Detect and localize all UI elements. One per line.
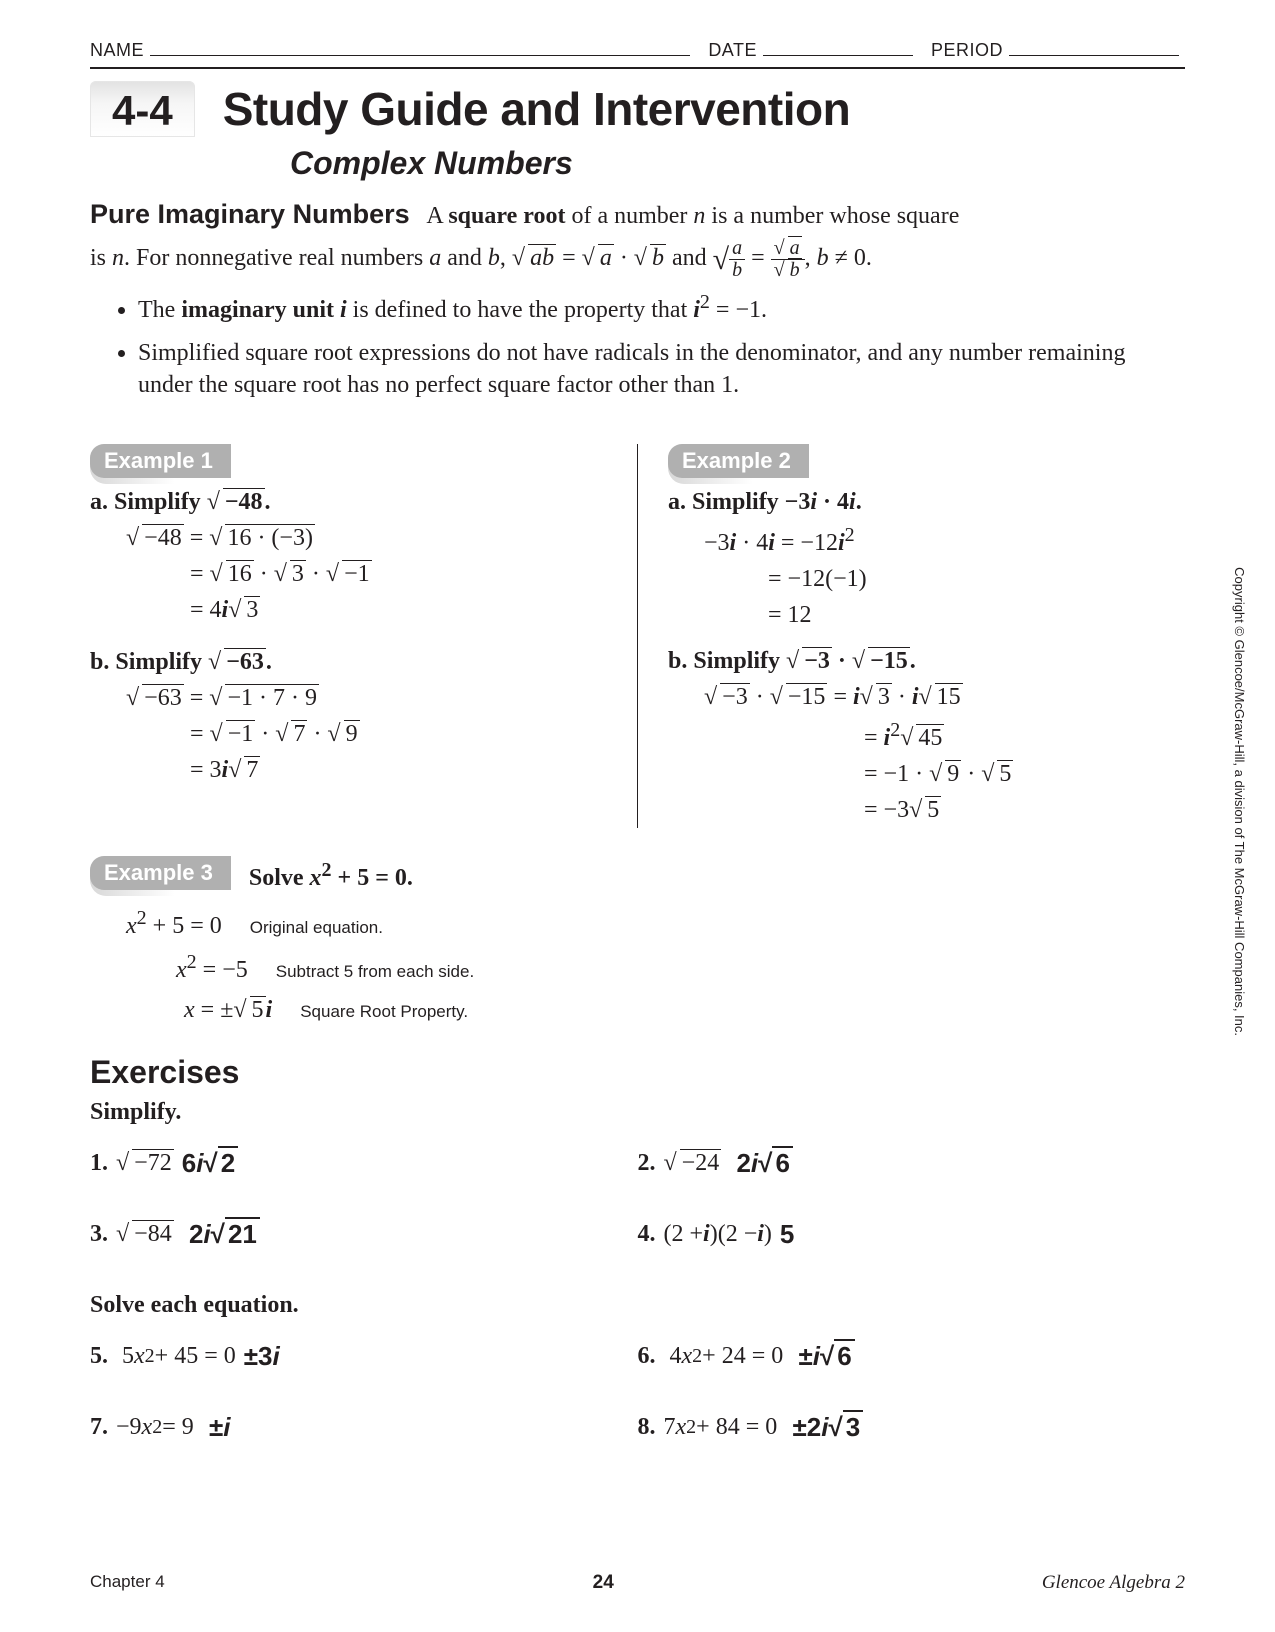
bullet-list: The imaginary unit i is defined to have … bbox=[90, 289, 1185, 401]
bullet-2: Simplified square root expressions do no… bbox=[138, 337, 1185, 402]
subtitle: Complex Numbers bbox=[290, 145, 1185, 182]
examples-row: Example 1 a. Simplify √−48. √−48 = √16 ·… bbox=[90, 444, 1185, 828]
intro-body: Pure Imaginary Numbers A square root of … bbox=[90, 196, 1185, 402]
ex3-steps: x2 + 5 = 0Original equation. x2 = −5Subt… bbox=[126, 902, 1185, 1031]
name-line bbox=[150, 55, 690, 56]
date-line bbox=[763, 55, 913, 56]
problem-8: 8. 7x2 + 84 = 0 ±2i√3 bbox=[638, 1412, 1186, 1443]
example-2-col: Example 2 a. Simplify −3i · 4i. −3i · 4i… bbox=[637, 444, 1185, 828]
problem-3: 3. √−84 2i√21 bbox=[90, 1219, 638, 1250]
ex2b: b. Simplify √−3 · √−15. √−3 · √−15 = i√3… bbox=[668, 643, 1185, 828]
step-1: x2 + 5 = 0Original equation. bbox=[126, 902, 1185, 947]
step-3: x = ±√5iSquare Root Property. bbox=[126, 991, 1185, 1031]
name-label: NAME bbox=[90, 40, 144, 61]
example-1-col: Example 1 a. Simplify √−48. √−48 = √16 ·… bbox=[90, 444, 637, 828]
date-label: DATE bbox=[708, 40, 757, 61]
copyright-text: Copyright © Glencoe/McGraw-Hill, a divis… bbox=[1232, 567, 1247, 1036]
simplify-head: Simplify. bbox=[90, 1099, 1185, 1126]
lesson-badge: 4-4 bbox=[90, 81, 195, 137]
section-head: Pure Imaginary Numbers bbox=[90, 199, 410, 229]
period-line bbox=[1009, 55, 1179, 56]
intro-line-2: is n. For nonnegative real numbers a and… bbox=[90, 238, 1185, 281]
header-row: NAME DATE PERIOD bbox=[90, 40, 1185, 61]
ex2a: a. Simplify −3i · 4i. −3i · 4i = −12i2 =… bbox=[668, 484, 1185, 633]
problem-4: 4. (2 + i)(2 − i) 5 bbox=[638, 1219, 1186, 1250]
title-row: 4-4 Study Guide and Intervention bbox=[90, 81, 1185, 137]
step-2: x2 = −5Subtract 5 from each side. bbox=[126, 946, 1185, 991]
ex3-caption: Solve x2 + 5 = 0. bbox=[249, 859, 413, 892]
ex1a: a. Simplify √−48. √−48 = √16 · (−3) = √1… bbox=[90, 484, 607, 628]
problem-6: 6. 4x2 + 24 = 0 ±i√6 bbox=[638, 1341, 1186, 1372]
exercises-head: Exercises bbox=[90, 1054, 1185, 1091]
simplify-problems: 1. √−72 6i√2 2. √−24 2i√6 3. √−84 2i√21 … bbox=[90, 1148, 1185, 1250]
footer-center: 24 bbox=[593, 1572, 614, 1594]
problem-7: 7. −9x2 = 9 ±i bbox=[90, 1412, 638, 1443]
problem-2: 2. √−24 2i√6 bbox=[638, 1148, 1186, 1179]
bullet-1: The imaginary unit i is defined to have … bbox=[138, 289, 1185, 326]
period-label: PERIOD bbox=[931, 40, 1003, 61]
example-2-tab: Example 2 bbox=[668, 444, 809, 478]
footer: Chapter 4 24 Glencoe Algebra 2 bbox=[90, 1572, 1185, 1594]
example-3-row: Example 3 Solve x2 + 5 = 0. bbox=[90, 856, 1185, 896]
worksheet-page: NAME DATE PERIOD 4-4 Study Guide and Int… bbox=[0, 0, 1275, 1632]
main-title: Study Guide and Intervention bbox=[223, 82, 850, 136]
problem-1: 1. √−72 6i√2 bbox=[90, 1148, 638, 1179]
solve-problems: 5. 5x2 + 45 = 0 ±3i 6. 4x2 + 24 = 0 ±i√6… bbox=[90, 1341, 1185, 1443]
footer-right: Glencoe Algebra 2 bbox=[1042, 1572, 1185, 1594]
example-1-tab: Example 1 bbox=[90, 444, 231, 478]
header-rule bbox=[90, 67, 1185, 69]
intro-line-1: Pure Imaginary Numbers A square root of … bbox=[90, 196, 1185, 232]
footer-left: Chapter 4 bbox=[90, 1572, 165, 1594]
solve-head: Solve each equation. bbox=[90, 1292, 1185, 1319]
example-3-tab: Example 3 bbox=[90, 856, 231, 890]
problem-5: 5. 5x2 + 45 = 0 ±3i bbox=[90, 1341, 638, 1372]
ex1b: b. Simplify √−63. √−63 = √−1 · 7 · 9 = √… bbox=[90, 644, 607, 788]
